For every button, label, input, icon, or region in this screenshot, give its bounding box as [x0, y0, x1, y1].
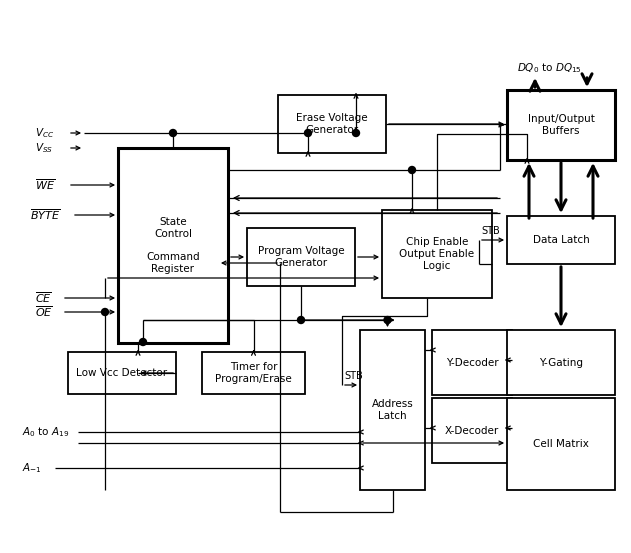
FancyBboxPatch shape	[432, 330, 512, 395]
Circle shape	[384, 316, 391, 324]
Text: Chip Enable
Output Enable
Logic: Chip Enable Output Enable Logic	[399, 237, 475, 270]
Text: $A_{-1}$: $A_{-1}$	[22, 461, 42, 475]
Text: Y-Decoder: Y-Decoder	[445, 357, 498, 368]
Text: X-Decoder: X-Decoder	[445, 425, 499, 436]
Circle shape	[139, 338, 146, 346]
Circle shape	[305, 129, 312, 137]
FancyBboxPatch shape	[202, 352, 305, 394]
Text: Erase Voltage
Generator: Erase Voltage Generator	[296, 113, 368, 135]
Circle shape	[353, 129, 360, 137]
Text: $V_{CC}$: $V_{CC}$	[35, 126, 54, 140]
FancyBboxPatch shape	[278, 95, 386, 153]
FancyBboxPatch shape	[432, 398, 512, 463]
FancyBboxPatch shape	[68, 352, 176, 394]
Text: STB: STB	[344, 371, 363, 381]
Text: Address
Latch: Address Latch	[372, 399, 413, 421]
Text: Program Voltage
Generator: Program Voltage Generator	[257, 246, 345, 268]
Text: State
Control

Command
Register: State Control Command Register	[146, 217, 200, 274]
Circle shape	[170, 129, 177, 137]
Text: $\overline{BYTE}$: $\overline{BYTE}$	[30, 208, 60, 222]
Text: Y-Gating: Y-Gating	[539, 357, 583, 368]
Text: $DQ_0$ to $DQ_{15}$: $DQ_0$ to $DQ_{15}$	[517, 61, 582, 75]
FancyBboxPatch shape	[360, 330, 425, 490]
Text: STB: STB	[481, 226, 500, 236]
FancyBboxPatch shape	[507, 216, 615, 264]
Circle shape	[408, 166, 415, 174]
Text: Input/Output
Buffers: Input/Output Buffers	[528, 114, 594, 136]
Text: $A_0$ to $A_{19}$: $A_0$ to $A_{19}$	[22, 425, 69, 439]
Text: $\overline{WE}$: $\overline{WE}$	[35, 178, 55, 192]
Text: Cell Matrix: Cell Matrix	[533, 439, 589, 449]
FancyBboxPatch shape	[507, 398, 615, 490]
Text: $V_{SS}$: $V_{SS}$	[35, 141, 53, 155]
Text: Low Vcc Detector: Low Vcc Detector	[76, 368, 168, 378]
FancyBboxPatch shape	[247, 228, 355, 286]
Text: $\overline{CE}$: $\overline{CE}$	[35, 291, 52, 305]
FancyBboxPatch shape	[382, 210, 492, 298]
FancyBboxPatch shape	[507, 90, 615, 160]
Text: $\overline{OE}$: $\overline{OE}$	[35, 305, 53, 319]
Text: Timer for
Program/Erase: Timer for Program/Erase	[215, 362, 292, 384]
FancyBboxPatch shape	[118, 148, 228, 343]
Text: Data Latch: Data Latch	[533, 235, 589, 245]
FancyBboxPatch shape	[507, 330, 615, 395]
Circle shape	[102, 309, 109, 316]
Circle shape	[297, 316, 305, 324]
